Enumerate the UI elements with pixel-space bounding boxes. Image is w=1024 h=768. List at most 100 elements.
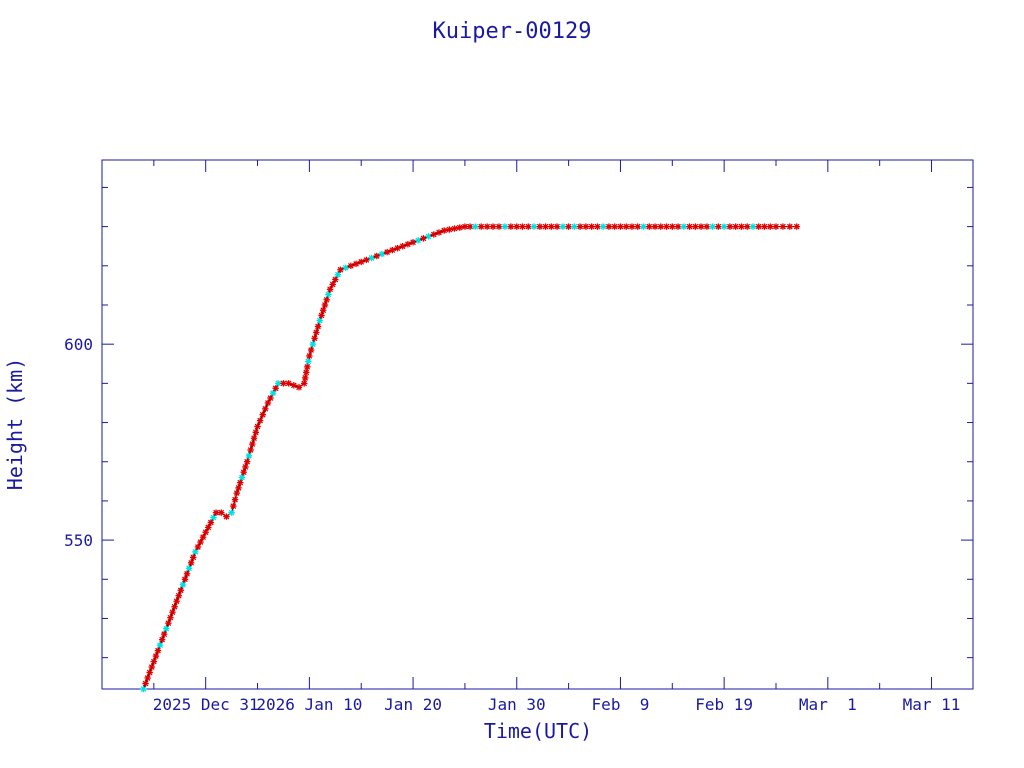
data-point-red [358,258,365,266]
data-point-red [307,346,315,354]
data-point-red [582,223,590,230]
data-point-red [456,224,463,231]
x-tick-label: Feb 9 [592,695,650,714]
data-point-red [692,223,699,230]
x-tick-label: 2026 Jan 10 [256,695,362,714]
data-point-red [703,223,711,230]
data-point-red [313,329,320,336]
data-point-red [772,223,780,230]
data-point-red [199,533,207,541]
data-point-red [404,241,412,248]
data-point-red [674,223,682,230]
data-point-red [715,223,722,230]
data-point-red [295,384,303,391]
data-point-red [247,446,254,454]
x-tick-label: Jan 30 [488,695,546,714]
data-point-red [304,363,311,371]
data-point-red [548,223,555,230]
data-point-red [167,614,174,621]
data-point-red [175,592,182,599]
data-point-red [161,630,168,638]
data-point-red [767,223,774,230]
data-point-red [507,223,515,230]
data-point-cyan [368,254,375,262]
data-point-cyan [571,223,578,230]
data-point-cyan [325,291,332,298]
data-point-red [233,489,240,497]
data-point-red [171,603,178,610]
data-point-red [565,223,572,230]
data-point-red [259,411,266,418]
data-point-cyan [749,223,757,230]
data-point-cyan [228,509,235,516]
data-point-cyan [378,250,386,258]
data-point-cyan [415,237,422,244]
data-point-red [352,260,360,268]
data-point-red [576,223,584,230]
data-point-red [237,479,244,486]
data-point-red [478,223,485,230]
data-point-red [697,223,705,230]
data-point-cyan [269,389,277,397]
data-point-red [154,647,162,654]
data-point-red [218,509,225,516]
data-point-cyan [680,223,688,230]
data-point-red [190,554,197,561]
data-point-red [302,374,309,382]
data-point-cyan [559,223,567,230]
data-point-red [256,417,264,424]
data-point-red [318,312,325,319]
data-point-cyan [309,340,317,348]
data-point-red [588,223,595,230]
data-point-red [347,262,355,269]
data-point-red [779,223,787,230]
y-tick-label: 600 [64,335,93,354]
data-point-red [363,256,370,264]
data-point-red [169,608,176,616]
data-point-red [202,529,209,536]
data-point-red [329,281,336,288]
data-point-red [628,223,636,230]
data-point-red [173,598,180,605]
data-point-red [300,380,308,387]
data-point-red [235,484,242,492]
data-point-red [254,423,261,430]
data-point-red [240,468,247,476]
data-point-red [389,246,396,254]
data-point-red [150,658,158,665]
series-line [143,226,797,690]
data-point-red [177,587,185,594]
data-point-red [243,458,251,465]
data-point-red [311,335,318,342]
data-point-red [320,307,327,314]
data-point-cyan [501,223,509,230]
data-point-red [152,652,160,660]
data-point-red [451,225,458,232]
data-point-cyan [640,223,647,230]
x-tick-label: 2025 Dec 31 [153,695,259,714]
data-point-red [249,440,256,448]
data-point-red [373,252,380,260]
data-point-red [495,223,503,230]
data-point-red [181,576,189,583]
data-point-cyan [192,548,199,556]
data-point-cyan [599,223,607,230]
x-axis-label: Time(UTC) [484,719,592,743]
chart-title: Kuiper-00129 [433,19,592,44]
data-point-cyan [720,223,728,230]
data-point-red [446,226,453,233]
data-point-red [187,559,195,567]
data-point-red [483,223,491,230]
data-point-cyan [210,514,217,521]
data-point-red [399,243,406,250]
data-point-red [755,223,762,230]
data-point-red [306,352,313,360]
data-point-cyan [163,625,170,632]
data-point-red [542,223,549,230]
data-point-red [394,244,401,252]
data-point-red [144,674,151,682]
data-point-red [743,223,751,230]
data-point-cyan [709,223,716,230]
